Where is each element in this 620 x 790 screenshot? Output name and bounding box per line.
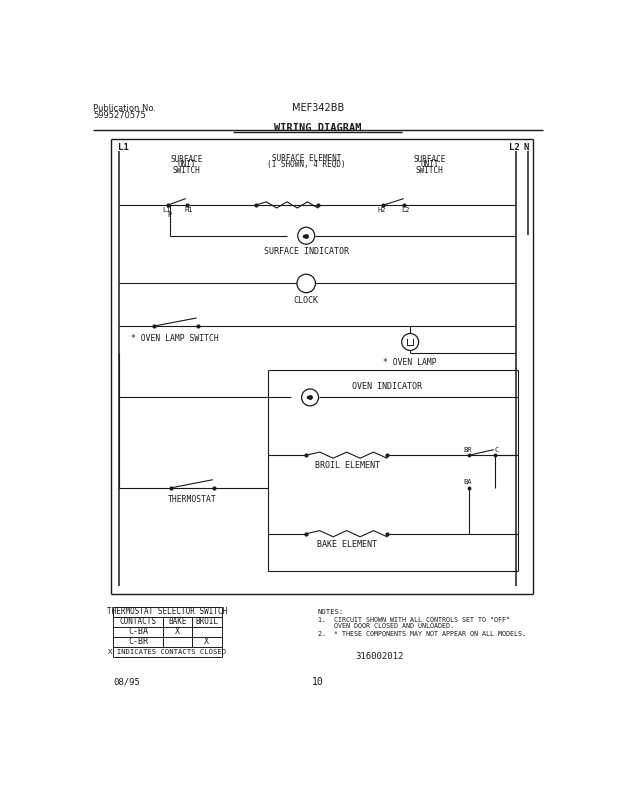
Text: UNIT: UNIT — [420, 160, 439, 169]
Text: C-BR: C-BR — [128, 638, 148, 646]
Text: C-BA: C-BA — [128, 627, 148, 637]
Circle shape — [297, 274, 316, 292]
Text: L1: L1 — [162, 207, 170, 213]
Text: NOTES:: NOTES: — [317, 609, 344, 615]
Text: X INDICATES CONTACTS CLOSED: X INDICATES CONTACTS CLOSED — [108, 649, 226, 655]
Text: THERMOSTAT SELECTOR SWITCH: THERMOSTAT SELECTOR SWITCH — [107, 608, 228, 616]
Circle shape — [301, 389, 319, 406]
Text: MEF342BB: MEF342BB — [291, 103, 344, 113]
Text: P: P — [168, 212, 172, 218]
Text: 08/95: 08/95 — [113, 677, 140, 686]
Text: 316002012: 316002012 — [355, 653, 404, 661]
Text: L2: L2 — [401, 207, 410, 213]
Text: OVEN INDICATOR: OVEN INDICATOR — [352, 382, 422, 391]
Text: SWITCH: SWITCH — [173, 166, 201, 175]
Text: 1.  CIRCUIT SHOWN WITH ALL CONTROLS SET TO "OFF": 1. CIRCUIT SHOWN WITH ALL CONTROLS SET T… — [317, 617, 510, 623]
Text: BAKE: BAKE — [169, 617, 187, 626]
Text: OVEN DOOR CLOSED AND UNLOADED.: OVEN DOOR CLOSED AND UNLOADED. — [317, 623, 454, 629]
Text: * OVEN LAMP SWITCH: * OVEN LAMP SWITCH — [131, 333, 219, 343]
Text: C: C — [494, 447, 498, 453]
Text: BAKE ELEMENT: BAKE ELEMENT — [317, 540, 377, 549]
Text: (1 SHOWN, 4 REQD): (1 SHOWN, 4 REQD) — [267, 160, 345, 168]
Text: BA: BA — [464, 479, 472, 485]
Text: SURFACE INDICATOR: SURFACE INDICATOR — [264, 246, 348, 256]
Circle shape — [402, 333, 418, 351]
Text: BROIL ELEMENT: BROIL ELEMENT — [314, 461, 379, 470]
Text: 2.  * THESE COMPONENTS MAY NOT APPEAR ON ALL MODELS.: 2. * THESE COMPONENTS MAY NOT APPEAR ON … — [317, 630, 526, 637]
Text: L2: L2 — [508, 143, 520, 152]
Text: X: X — [205, 638, 210, 646]
Text: BR: BR — [464, 447, 472, 453]
Text: SURFACE ELEMENT: SURFACE ELEMENT — [272, 154, 341, 164]
Text: SURFACE: SURFACE — [170, 155, 203, 164]
Text: H2: H2 — [378, 207, 386, 213]
Text: N: N — [523, 143, 529, 152]
Text: WIRING DIAGRAM: WIRING DIAGRAM — [274, 122, 361, 133]
Text: Publication No.: Publication No. — [93, 104, 156, 113]
Text: UNIT: UNIT — [177, 160, 196, 169]
Circle shape — [298, 228, 315, 244]
Text: 5995270575: 5995270575 — [93, 111, 146, 120]
Text: H1: H1 — [184, 207, 193, 213]
Text: BROIL: BROIL — [195, 617, 218, 626]
Text: THERMOSTAT: THERMOSTAT — [168, 495, 216, 504]
Text: CONTACTS: CONTACTS — [120, 617, 156, 626]
Text: X: X — [175, 627, 180, 637]
Text: SWITCH: SWITCH — [415, 166, 443, 175]
Text: SURFACE: SURFACE — [413, 155, 446, 164]
Text: CLOCK: CLOCK — [294, 296, 319, 305]
Text: L1: L1 — [118, 143, 128, 152]
Text: 10: 10 — [312, 676, 324, 687]
Text: * OVEN LAMP: * OVEN LAMP — [383, 358, 437, 367]
